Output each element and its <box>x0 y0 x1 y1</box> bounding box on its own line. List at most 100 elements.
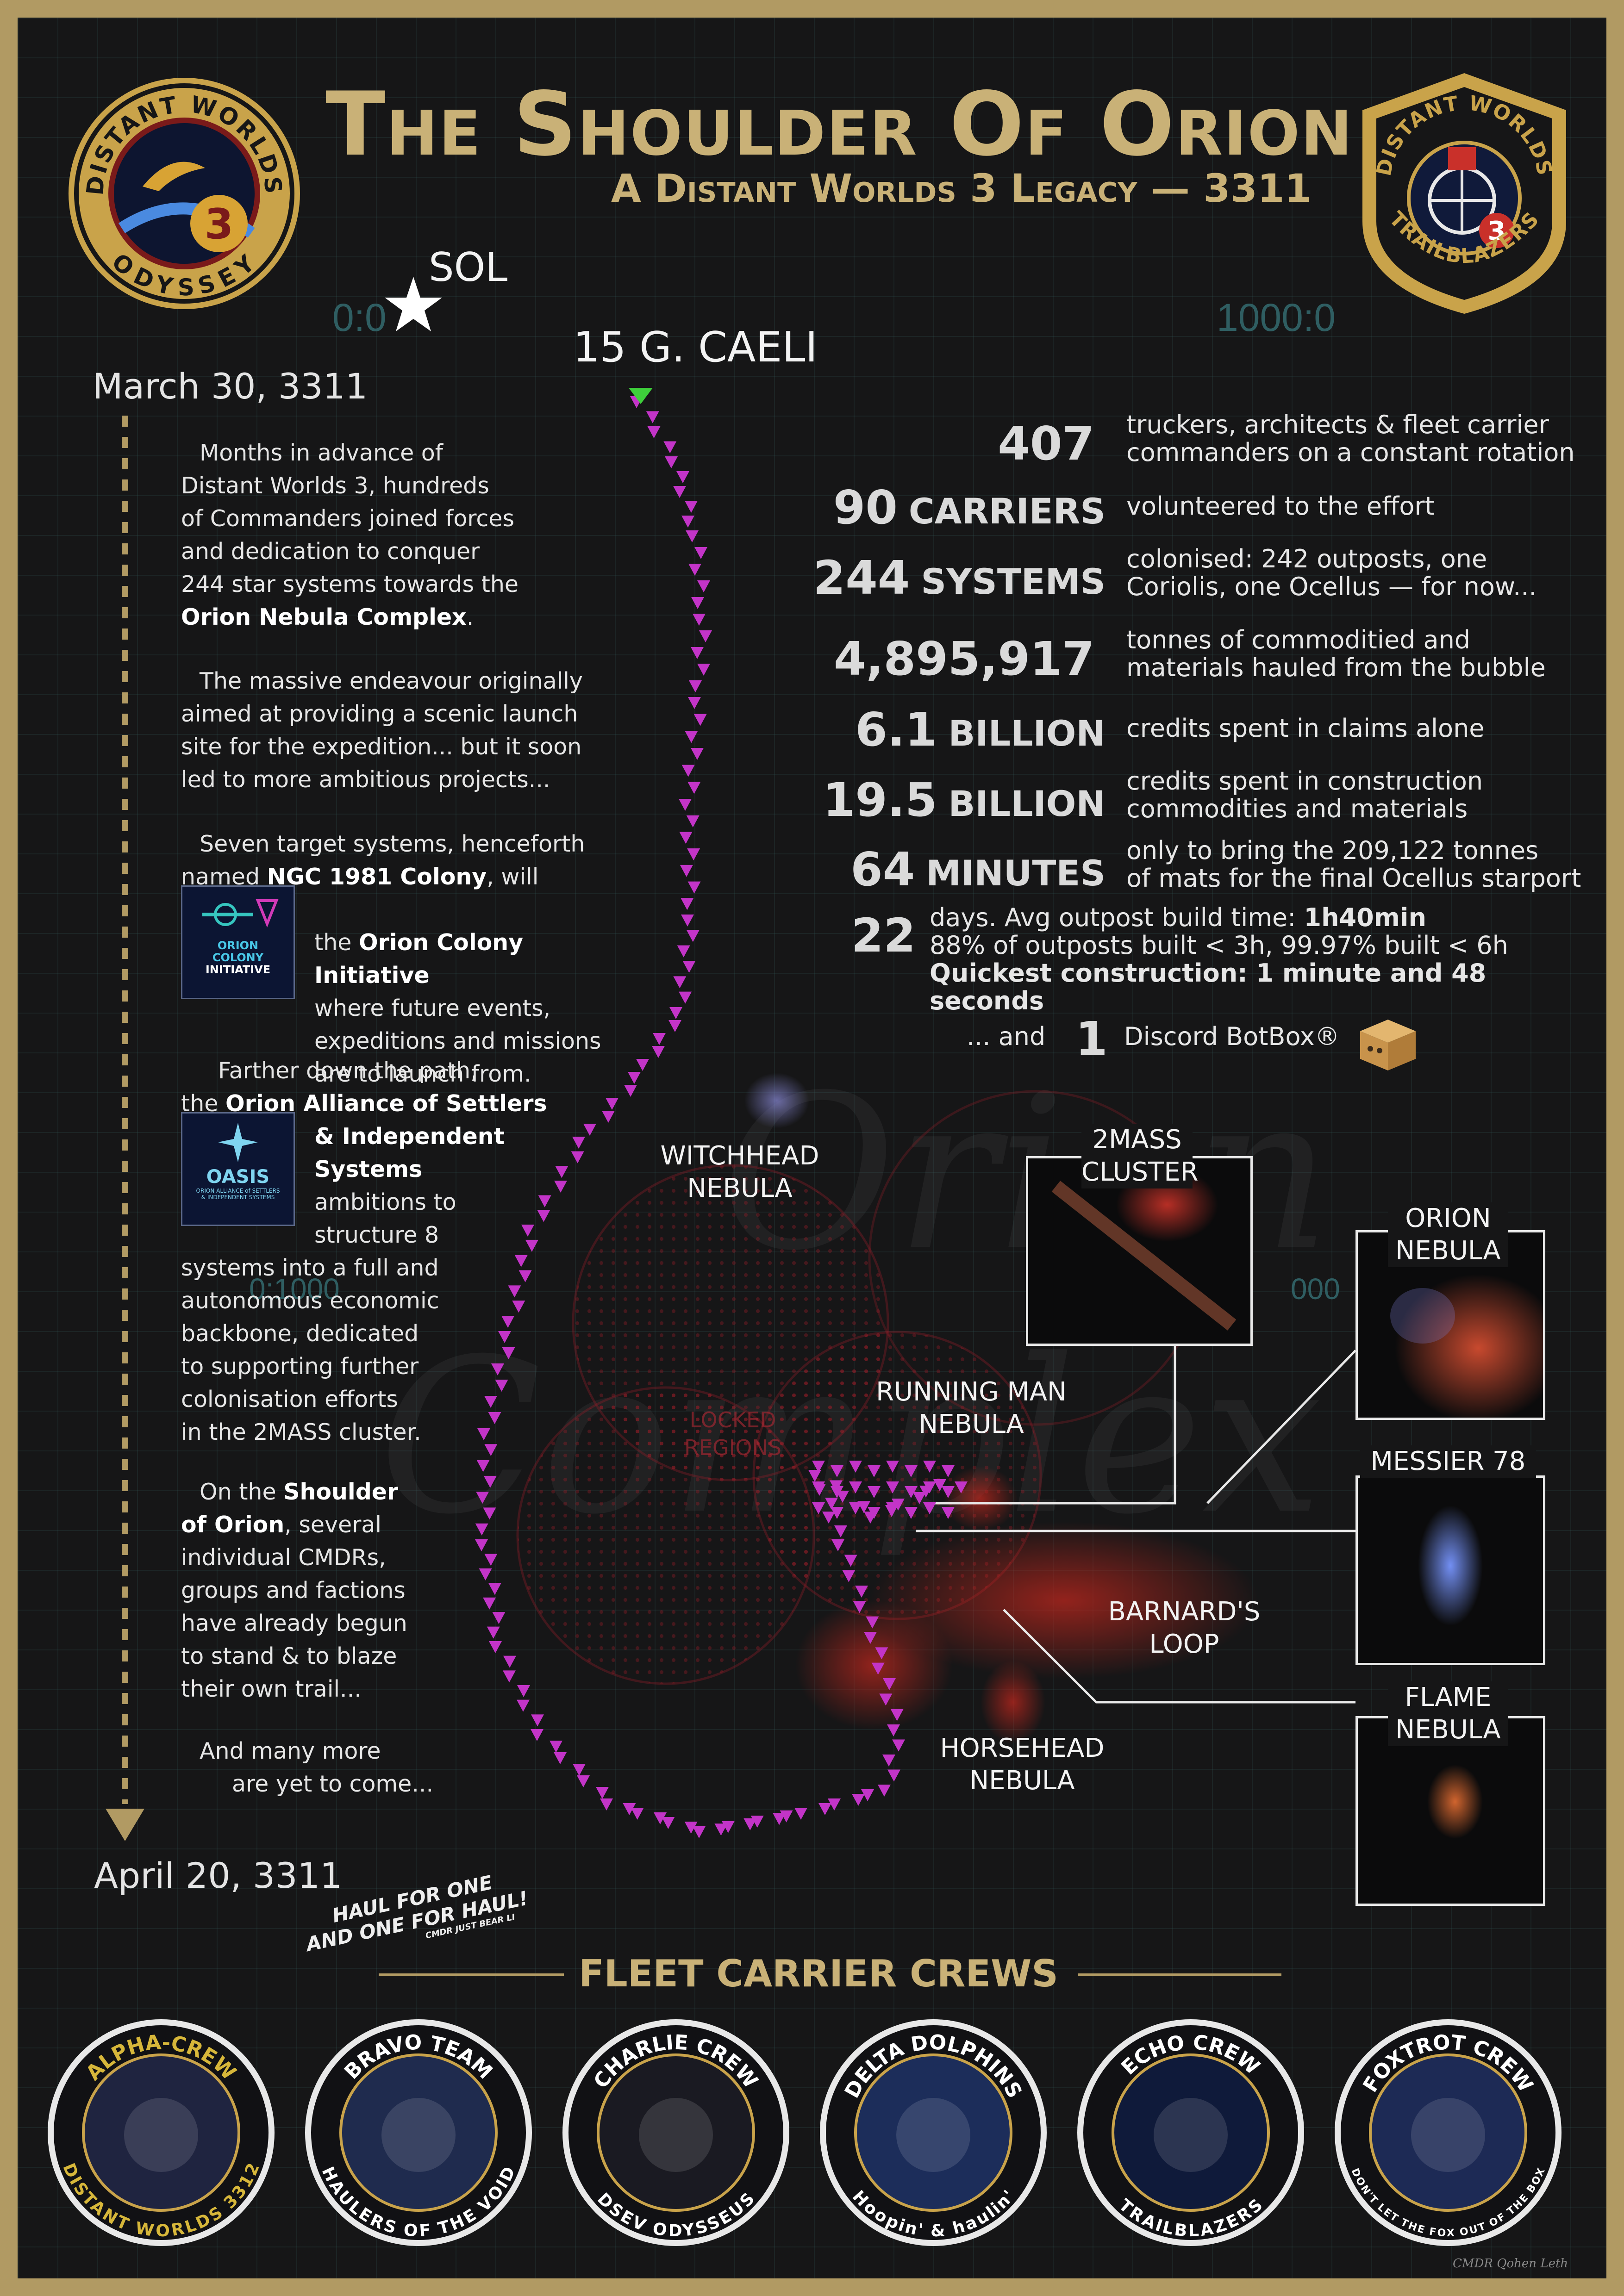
stat-description: truckers, architects & fleet carrier comm… <box>1126 411 1594 467</box>
route-waypoint-marker <box>518 1270 532 1282</box>
stat-unit: CARRIERS <box>908 491 1106 532</box>
route-waypoint-marker <box>812 1481 825 1493</box>
route-waypoint-marker <box>923 1481 936 1493</box>
route-waypoint-marker <box>502 1347 515 1359</box>
route-waypoint-marker <box>773 1813 786 1825</box>
stat-row: 244 SYSTEMS colonised: 242 outposts, one Co… <box>768 545 1592 610</box>
crew-badge: DELTA DOLPHINS Hoopin' & haulin' <box>818 2017 1049 2248</box>
route-waypoint-marker <box>750 1816 764 1828</box>
route-waypoint-marker <box>697 580 710 592</box>
story-paragraph-4: Farther down the path, the Orion Allianc… <box>181 1058 547 1445</box>
messier-78-graphic <box>1418 1506 1483 1626</box>
coord-1000-0: 1000:0 <box>1217 296 1336 339</box>
route-waypoint-marker <box>691 748 704 760</box>
orion-nebula-label: ORION NEBULA <box>1388 1202 1508 1267</box>
stat-description-line: commanders on a constant rotation <box>1126 438 1575 467</box>
route-waypoint-marker <box>476 1492 489 1504</box>
crew-badges: ALPHA-CREW DISTANT WORLDS 3312 BRAVO TEAM H… <box>45 2017 1582 2258</box>
badge-emblem-icon <box>124 2098 198 2172</box>
badge-inner <box>597 2053 755 2212</box>
route-waypoint-marker <box>875 1647 888 1660</box>
crew-badge: CHARLIE CREW DSEV ODYSSEUS <box>560 2017 792 2248</box>
stat-description: only to bring the 209,122 tonnes of mats … <box>1126 837 1594 892</box>
badge-inner <box>82 2053 240 2212</box>
poster-subtitle: A Distant Worlds 3 Legacy — 3311 <box>611 166 1312 211</box>
coord-mid-right: 000 <box>1291 1272 1340 1306</box>
route-waypoint-marker <box>624 1085 637 1097</box>
stat-description: credits spent in claims alone <box>1126 715 1594 742</box>
route-waypoint-marker <box>855 1586 868 1598</box>
stat-row: 64 MINUTES only to bring the 209,122 tonne… <box>768 837 1592 902</box>
stat-value: 244 <box>813 551 910 605</box>
route-waypoint-marker <box>868 1465 881 1477</box>
stat-description: tonnes of commoditied and materials haule… <box>1126 626 1594 682</box>
route-waypoint-marker <box>554 1181 567 1193</box>
start-system-label: 15 G. CAELI <box>573 323 818 372</box>
route-waypoint-marker <box>600 1798 613 1811</box>
coord-origin: 0:0 <box>332 296 387 339</box>
route-waypoint-marker <box>647 426 661 438</box>
trailblazers-emblem-graphic: 3 DISTANT WORLDS TRAILBLAZERS <box>1362 73 1566 314</box>
route-waypoint-marker <box>794 1808 807 1820</box>
route-waypoint-marker <box>714 1823 728 1836</box>
stat-number: 244 SYSTEMS <box>768 551 1106 605</box>
route-waypoint-marker <box>868 1507 881 1519</box>
route-waypoint-marker <box>849 1502 862 1514</box>
route-waypoint-marker <box>571 1151 584 1164</box>
stat-value: 64 <box>850 842 915 896</box>
stat-days: 22 days. Avg outpost build time: 1h40min… <box>823 904 1592 1015</box>
route-waypoint-marker <box>887 1724 900 1736</box>
stat-description: credits spent in construction commodities… <box>1126 767 1594 823</box>
route-waypoint-marker <box>665 456 678 468</box>
route-waypoint-marker <box>942 1486 955 1498</box>
fleet-heading: FLEET CARRIER CREWS <box>579 1952 1058 1995</box>
running-man-nebula-label: RUNNING MAN NEBULA <box>876 1377 1067 1439</box>
crew-badge: ECHO CREW TRAILBLAZERS <box>1075 2017 1306 2248</box>
svg-text:3: 3 <box>1488 216 1506 246</box>
badge-inner <box>1369 2053 1527 2212</box>
route-waypoint-marker <box>687 848 700 861</box>
route-waypoint-marker <box>631 1808 644 1820</box>
route-waypoint-marker <box>525 1239 538 1252</box>
route-waypoint-marker <box>688 564 701 576</box>
route-waypoint-marker <box>834 1525 847 1537</box>
route-waypoint-marker <box>942 1507 955 1519</box>
route-waypoint-marker <box>812 1461 825 1473</box>
route-waypoint-marker <box>955 1481 968 1493</box>
route-waypoint-marker <box>890 1709 904 1721</box>
route-waypoint-marker <box>849 1461 862 1473</box>
footer-credit: CMDR Qohen Leth <box>1453 2257 1568 2271</box>
route-waypoint-marker <box>679 991 692 1004</box>
route-waypoint-marker <box>668 1020 681 1032</box>
route-waypoint-marker <box>866 1616 879 1629</box>
svg-text:3: 3 <box>205 200 234 249</box>
stat-value: 407 <box>998 417 1094 471</box>
crew-badge: BRAVO TEAM HAULERS OF THE VOID <box>303 2017 534 2248</box>
fleet-heading-rule-right <box>1078 1973 1281 1976</box>
route-waypoint-marker <box>878 1785 891 1797</box>
stat-row: 407 truckers, architects & fleet carrier c… <box>768 411 1592 476</box>
route-waypoint-marker <box>477 1428 490 1440</box>
route-waypoint-marker <box>475 1539 488 1551</box>
route-waypoint-marker <box>699 630 712 642</box>
route-waypoint-marker <box>503 1670 516 1683</box>
route-waypoint-marker <box>812 1502 825 1514</box>
stat-botbox-number: 1 <box>1075 1012 1108 1066</box>
barnards-loop-label: BARNARD'S LOOP <box>1108 1597 1261 1659</box>
coord-0-1000: 0:1000 <box>249 1272 340 1306</box>
route-waypoint-marker <box>628 1072 641 1084</box>
stat-description-line: Coriolis, one Ocellus — for now... <box>1126 572 1537 601</box>
route-waypoint-marker <box>503 1655 516 1668</box>
oasis-logo: OASIS ORION ALLIANCE of SETTLERS & INDEP… <box>181 1112 295 1226</box>
route-waypoint-marker <box>673 486 686 498</box>
route-waypoint-marker <box>822 1512 835 1524</box>
route-waypoint-marker <box>484 1554 498 1566</box>
route-waypoint-marker <box>687 782 701 794</box>
route-waypoint-marker <box>596 1787 609 1799</box>
route-waypoint-marker <box>686 530 699 542</box>
stat-days-desc: days. Avg outpost build time: 1h40min 88… <box>930 903 1508 1015</box>
route-waypoint-marker <box>831 1465 843 1477</box>
route-waypoint-marker <box>663 441 677 454</box>
